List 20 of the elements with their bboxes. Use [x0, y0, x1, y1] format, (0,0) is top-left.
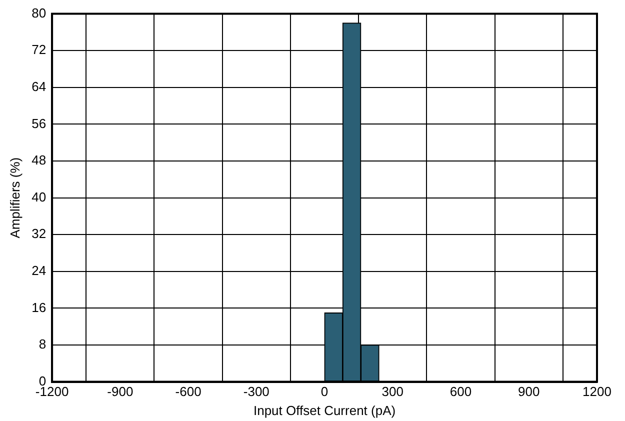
- y-tick-label: 72: [32, 42, 46, 58]
- x-tick-label: 300: [382, 384, 404, 400]
- x-tick-label: -300: [243, 384, 270, 400]
- x-axis-title: Input Offset Current (pA): [253, 402, 396, 418]
- y-tick-label: 80: [32, 5, 46, 20]
- y-tick-label: 32: [32, 226, 46, 242]
- x-tick-label: -600: [175, 384, 202, 400]
- x-tick-label: 900: [518, 384, 540, 400]
- y-tick-label: 48: [32, 152, 46, 168]
- x-tick-label: 600: [450, 384, 472, 400]
- y-tick-label: 64: [32, 78, 46, 94]
- y-tick-label: 24: [32, 262, 46, 278]
- y-tick-label: 16: [32, 300, 46, 315]
- x-tick-label: 0: [320, 384, 328, 400]
- y-tick-label: 40: [32, 189, 46, 204]
- x-tick-label: -900: [107, 384, 134, 400]
- y-tick-label: 56: [32, 116, 46, 131]
- y-tick-label: 8: [38, 336, 46, 352]
- x-tick-label: 1200: [582, 384, 612, 400]
- y-axis-title: Amplifiers (%): [7, 157, 22, 238]
